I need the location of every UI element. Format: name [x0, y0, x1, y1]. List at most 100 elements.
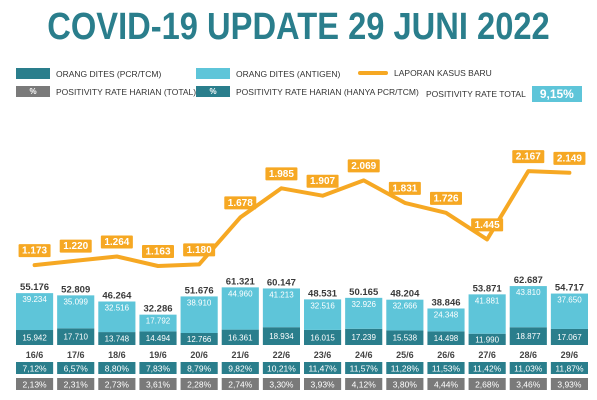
bar-total-label: 62.687 — [514, 275, 543, 286]
bar-total-label: 54.717 — [555, 283, 584, 294]
bar-pcr — [550, 328, 588, 345]
bar-antigen-label: 24.348 — [434, 310, 459, 319]
category-tick-label: 28/6 — [520, 350, 538, 360]
positivity-total-label: 3,93% — [557, 380, 582, 390]
positivity-pcr-label: 11,03% — [514, 364, 543, 374]
bar-pcr-label: 17.710 — [63, 333, 88, 342]
positivity-pcr-label: 7,83% — [146, 364, 171, 374]
kasus-line — [32, 169, 572, 268]
bar-total-label: 38.846 — [431, 297, 460, 308]
bar-total-label: 60.147 — [267, 277, 296, 288]
bar-total-label: 53.871 — [473, 283, 503, 294]
bar-antigen — [98, 301, 136, 333]
kasus-label-box — [183, 243, 216, 257]
category-tick-label: 24/6 — [355, 350, 373, 360]
bar-antigen-label: 39.234 — [22, 295, 47, 304]
positivity-total-label: 2,68% — [475, 380, 500, 390]
bar-antigen-label: 32.516 — [105, 304, 130, 313]
bar-pcr — [139, 331, 177, 345]
legend-row-1: ORANG DITES (PCR/TCM) ORANG DITES (ANTIG… — [0, 68, 597, 82]
positivity-pcr-label: 11,42% — [473, 364, 502, 374]
positivity-pcr-cell — [427, 362, 465, 374]
positivity-pcr-label: 9,82% — [228, 364, 253, 374]
bar-total-label: 48.531 — [308, 288, 338, 299]
kasus-data-label: 1.264 — [104, 237, 129, 248]
kasus-label-box — [347, 159, 380, 173]
kasus-label-box — [18, 244, 51, 258]
kasus-data-label: 1.907 — [310, 176, 335, 187]
category-tick-label: 23/6 — [314, 350, 332, 360]
positivity-pcr-cell — [16, 362, 54, 374]
positivity-total-label: 3,61% — [146, 380, 171, 390]
positivity-total-label: 4,44% — [434, 380, 459, 390]
bar-pcr-label: 17.067 — [557, 333, 582, 342]
positivity-pcr-cell — [509, 362, 547, 374]
kasus-label-box — [553, 151, 586, 165]
bar-pcr — [304, 329, 342, 345]
positivity-total-label: 2,73% — [105, 380, 130, 390]
positivity-total-label: 3,93% — [311, 380, 336, 390]
legend-pcr-pos: % POSITIVITY RATE HARIAN (HANYA PCR/TCM) — [196, 86, 419, 97]
bar-pcr — [386, 330, 424, 345]
positivity-total-value: 9,15% — [531, 86, 582, 102]
kasus-data-label: 1.173 — [22, 246, 47, 257]
legend-total-pos-swatch: % — [16, 86, 50, 97]
bar-pcr-label: 15.538 — [393, 334, 418, 343]
positivity-total-cell — [221, 378, 259, 390]
bar-antigen-label: 17.792 — [146, 317, 171, 326]
bar-antigen-label: 38.910 — [187, 298, 212, 307]
kasus-data-label: 2.167 — [516, 152, 541, 163]
kasus-data-label: 1.163 — [145, 247, 170, 258]
kasus-label-box — [512, 150, 545, 164]
positivity-total-cell — [468, 378, 506, 390]
kasus-data-label: 2.149 — [557, 153, 582, 164]
positivity-total-cell — [509, 378, 547, 390]
bar-pcr-label: 14.498 — [434, 334, 459, 343]
kasus-label-box — [471, 218, 504, 232]
legend-kasus-label: LAPORAN KASUS BARU — [394, 68, 492, 78]
positivity-total-label: POSITIVITY RATE TOTAL — [426, 89, 526, 99]
positivity-total-cell — [345, 378, 383, 390]
positivity-pcr-cell — [98, 362, 136, 374]
bar-pcr — [98, 332, 136, 345]
legend-pcr-pos-swatch: % — [196, 86, 230, 97]
positivity-pcr-cell — [386, 362, 424, 374]
positivity-total-cell — [550, 378, 588, 390]
positivity-total-cell — [180, 378, 218, 390]
legend-antigen-label: ORANG DITES (ANTIGEN) — [236, 68, 341, 79]
positivity-pcr-cell — [139, 362, 177, 374]
bar-total-label: 61.321 — [226, 276, 256, 287]
kasus-data-label: 1.831 — [392, 183, 417, 194]
legend-antigen: ORANG DITES (ANTIGEN) — [196, 68, 340, 79]
kasus-data-label: 2.069 — [351, 161, 376, 172]
bar-antigen — [262, 288, 300, 328]
bar-pcr-label: 16.015 — [310, 333, 335, 342]
legend-row-2: % POSITIVITY RATE HARIAN (TOTAL) % POSIT… — [0, 86, 597, 104]
legend-antigen-swatch — [196, 68, 230, 79]
positivity-total-cell — [57, 378, 95, 390]
category-tick-label: 16/6 — [26, 350, 44, 360]
bar-pcr-label: 17.239 — [351, 333, 376, 342]
positivity-total-cell — [304, 378, 342, 390]
bar-total-label: 50.165 — [349, 287, 379, 298]
bar-total-label: 52.809 — [61, 284, 90, 295]
positivity-total-cell — [427, 378, 465, 390]
positivity-total-label: 2,74% — [228, 380, 253, 390]
bar-pcr — [16, 330, 54, 345]
bar-pcr — [180, 332, 218, 345]
positivity-pcr-cell — [468, 362, 506, 374]
legend-pcr-swatch — [16, 68, 50, 79]
legend-total-pos: % POSITIVITY RATE HARIAN (TOTAL) — [16, 86, 196, 97]
legend-kasus-swatch — [358, 71, 388, 75]
positivity-total-cell — [98, 378, 136, 390]
bar-pcr-label: 16.361 — [228, 333, 253, 342]
bar-antigen-label: 37.650 — [557, 296, 582, 305]
positivity-total-label: 2,31% — [64, 380, 89, 390]
legend-pcr-label: ORANG DITES (PCR/TCM) — [56, 68, 162, 79]
bar-total-label: 55.176 — [20, 282, 49, 293]
kasus-label-box — [224, 196, 257, 210]
bar-pcr-label: 18.934 — [269, 332, 294, 341]
bar-total-label: 48.204 — [390, 289, 420, 300]
bar-pcr — [509, 327, 547, 345]
